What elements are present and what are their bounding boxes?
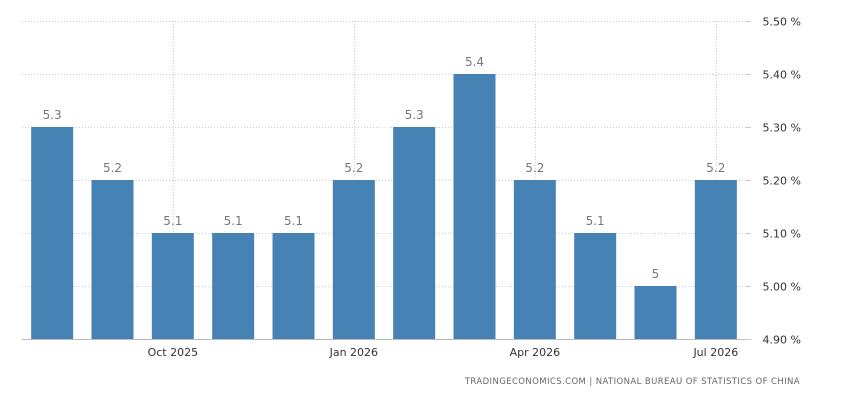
bar-apr-2026[interactable] <box>513 180 556 339</box>
data-label: 5.2 <box>344 161 363 175</box>
bar-oct-2025[interactable] <box>151 233 194 339</box>
bar-may-2026[interactable] <box>574 233 617 339</box>
bar-jan-2026[interactable] <box>332 180 375 339</box>
y-tick-label: 4.90 % <box>763 334 801 347</box>
data-label: 5.2 <box>706 161 725 175</box>
y-tick-label: 5.30 % <box>763 122 801 135</box>
bars <box>31 74 737 339</box>
data-label: 5.1 <box>163 214 182 228</box>
y-tick-label: 5.50 % <box>763 16 801 29</box>
bar-aug-2025[interactable] <box>31 127 74 339</box>
data-label: 5.4 <box>465 55 484 69</box>
x-tick-label: Apr 2026 <box>510 346 561 359</box>
data-label: 5.1 <box>284 214 303 228</box>
y-tick-label: 5.00 % <box>763 281 801 294</box>
data-label: 5.1 <box>224 214 243 228</box>
x-axis-tick-labels: Oct 2025 Jan 2026 Apr 2026 Jul 2026 <box>148 346 739 359</box>
data-label: 5 <box>652 267 660 281</box>
bar-dec-2025[interactable] <box>272 233 315 339</box>
data-label: 5.1 <box>586 214 605 228</box>
x-tick-label: Oct 2025 <box>148 346 199 359</box>
y-axis-tick-labels: 5.50 % 5.40 % 5.30 % 5.20 % 5.10 % 5.00 % 4.90… <box>763 16 801 347</box>
y-tick-label: 5.20 % <box>763 175 801 188</box>
source-attribution: TRADINGECONOMICS.COM | NATIONAL BUREAU O… <box>464 377 800 387</box>
data-label: 5.3 <box>405 108 424 122</box>
x-tick-label: Jul 2026 <box>692 346 738 359</box>
bar-jun-2026[interactable] <box>634 286 677 339</box>
bar-jul-2026[interactable] <box>694 180 737 339</box>
bar-mar-2026[interactable] <box>453 74 496 339</box>
x-tick-label: Jan 2026 <box>329 346 378 359</box>
data-label: 5.2 <box>525 161 544 175</box>
data-labels: 5.3 5.2 5.1 5.1 5.1 5.2 5.3 5.4 5.2 5.1 5 5.2 <box>43 55 726 281</box>
bar-sep-2025[interactable] <box>91 180 134 339</box>
bar-feb-2026[interactable] <box>393 127 436 339</box>
bar-nov-2025[interactable] <box>212 233 255 339</box>
data-label: 5.3 <box>43 108 62 122</box>
y-tick-label: 5.10 % <box>763 228 801 241</box>
data-label: 5.2 <box>103 161 122 175</box>
y-tick-label: 5.40 % <box>763 69 801 82</box>
